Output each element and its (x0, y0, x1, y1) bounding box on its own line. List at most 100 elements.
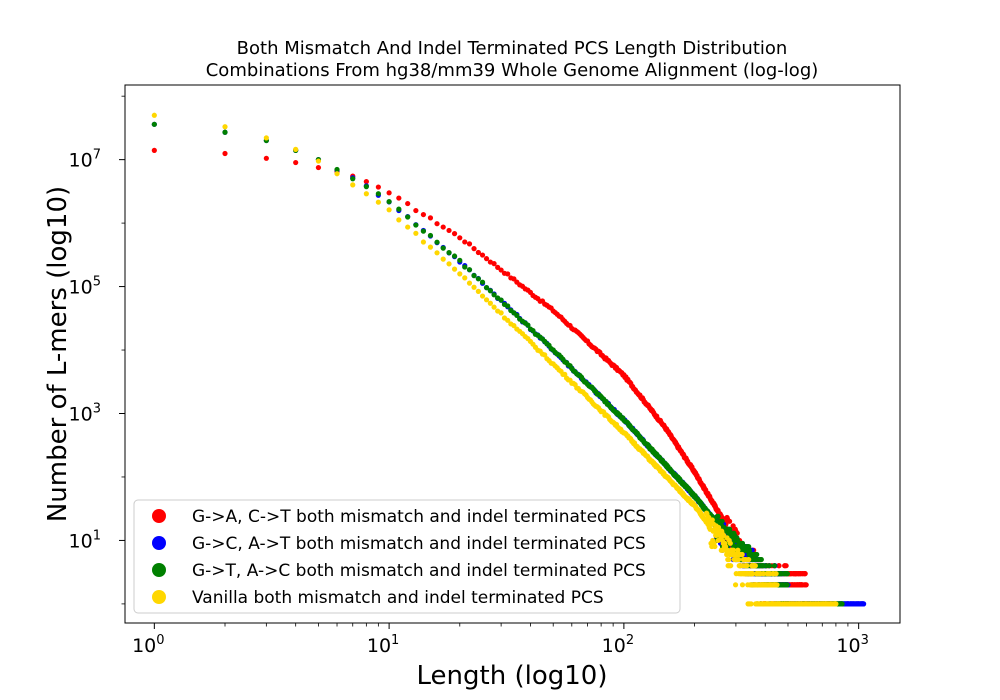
data-point-0 (466, 241, 473, 247)
legend-marker-2 (152, 563, 166, 577)
data-point-0 (386, 190, 392, 196)
data-point-0 (151, 147, 157, 153)
data-point-3 (750, 571, 756, 577)
data-point-3 (293, 146, 299, 152)
data-point-3 (833, 601, 839, 607)
y-tick-base: 10 (69, 277, 93, 299)
data-point-1 (861, 601, 867, 607)
data-point-0 (491, 261, 497, 267)
data-point-0 (776, 563, 782, 569)
x-tick-label: 101 (367, 633, 399, 657)
data-point-0 (505, 271, 511, 277)
data-point-3 (413, 230, 419, 236)
data-point-2 (350, 176, 356, 182)
data-point-3 (735, 556, 742, 563)
data-point-3 (396, 217, 402, 223)
data-point-2 (471, 273, 477, 279)
data-point-3 (479, 293, 486, 299)
data-point-2 (462, 264, 468, 270)
x-tick-exponent: 2 (626, 633, 634, 648)
data-point-2 (427, 232, 434, 239)
data-point-3 (386, 207, 392, 213)
data-point-2 (396, 206, 402, 212)
data-point-2 (451, 253, 458, 259)
data-point-0 (783, 563, 789, 569)
data-point-0 (475, 249, 481, 256)
data-points-layer (151, 112, 867, 607)
data-point-2 (784, 582, 790, 588)
data-point-2 (434, 239, 440, 245)
data-point-3 (440, 256, 446, 262)
data-point-2 (746, 547, 753, 553)
data-point-2 (446, 250, 452, 256)
data-point-2 (405, 214, 411, 220)
legend-label-1: G->C, A->T both mismatch and indel termi… (192, 534, 646, 554)
data-point-0 (462, 239, 468, 245)
data-point-0 (427, 215, 434, 221)
data-point-2 (386, 199, 392, 205)
data-point-3 (724, 547, 731, 553)
data-point-3 (774, 582, 780, 588)
x-tick-label: 103 (836, 633, 868, 657)
data-point-0 (479, 252, 486, 258)
data-point-3 (263, 135, 269, 141)
data-point-3 (744, 563, 750, 569)
x-tick-base: 10 (367, 635, 391, 657)
data-point-3 (491, 304, 497, 310)
x-tick-base: 10 (602, 635, 626, 657)
data-point-3 (726, 556, 732, 563)
data-point-0 (457, 235, 463, 241)
data-point-3 (709, 517, 715, 523)
y-tick-base: 10 (69, 404, 93, 426)
data-point-0 (363, 179, 369, 185)
data-point-3 (363, 191, 369, 197)
data-point-3 (487, 300, 493, 306)
x-tick-exponent: 0 (156, 633, 164, 648)
data-point-3 (483, 297, 490, 303)
x-tick-base: 10 (836, 635, 860, 657)
data-point-2 (413, 222, 419, 228)
data-point-3 (773, 571, 779, 577)
y-tick-label: 105 (69, 275, 101, 299)
data-point-0 (446, 227, 452, 234)
data-point-3 (511, 323, 517, 329)
data-point-3 (466, 280, 473, 286)
data-point-2 (758, 556, 764, 563)
data-point-0 (405, 200, 411, 207)
data-point-0 (440, 224, 446, 230)
data-point-2 (754, 551, 760, 558)
data-point-3 (334, 171, 340, 177)
x-axis-label: Length (log10) (417, 661, 608, 691)
x-tick-base: 10 (132, 635, 156, 657)
data-point-2 (505, 303, 511, 309)
y-tick-label: 107 (69, 148, 101, 172)
data-point-0 (434, 221, 440, 227)
data-point-0 (471, 246, 477, 252)
data-point-3 (462, 275, 468, 281)
data-point-0 (451, 231, 458, 237)
data-point-3 (728, 563, 734, 569)
y-tick-exponent: 3 (93, 402, 101, 417)
legend-marker-0 (152, 509, 166, 523)
data-point-3 (760, 571, 767, 577)
data-point-2 (375, 191, 381, 197)
data-point-3 (315, 158, 322, 164)
data-point-0 (375, 184, 381, 190)
data-point-2 (525, 322, 531, 328)
legend: G->A, C->T both mismatch and indel termi… (133, 499, 681, 614)
legend-marker-3 (152, 590, 166, 604)
data-point-2 (420, 228, 427, 234)
x-tick-label: 102 (602, 633, 634, 657)
data-point-2 (491, 292, 497, 298)
y-tick-exponent: 5 (93, 275, 101, 290)
data-point-3 (732, 582, 739, 588)
data-point-2 (363, 184, 369, 190)
data-point-0 (263, 155, 269, 161)
data-point-3 (475, 288, 481, 294)
data-point-2 (457, 257, 463, 263)
data-point-2 (719, 518, 725, 524)
data-point-0 (413, 207, 419, 214)
data-point-3 (739, 582, 746, 588)
data-point-3 (712, 543, 718, 550)
